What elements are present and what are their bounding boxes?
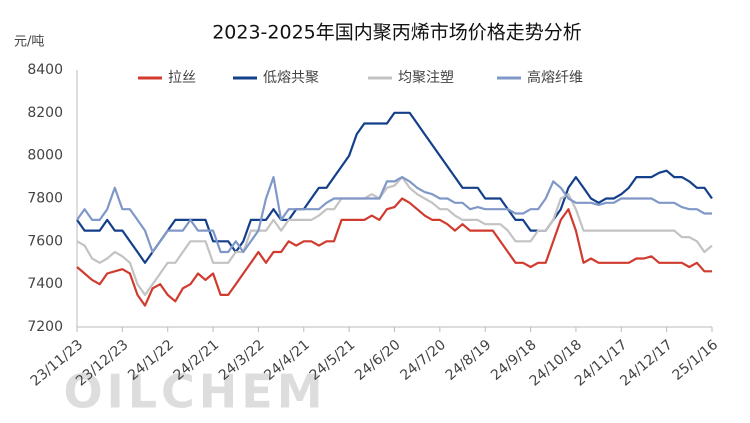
x-tick-label: 24/8/19 xyxy=(443,337,495,384)
x-tick-label: 24/5/21 xyxy=(307,337,359,384)
y-tick-label: 8400 xyxy=(27,62,63,78)
y-tick-label: 8000 xyxy=(27,148,63,164)
legend-label: 低熔共聚 xyxy=(263,70,319,86)
series-line xyxy=(76,197,712,307)
y-tick-label: 7800 xyxy=(27,191,63,207)
series-line xyxy=(76,111,713,264)
y-tick-label: 7600 xyxy=(27,233,63,249)
legend-label: 拉丝 xyxy=(168,70,196,86)
series-line xyxy=(76,176,713,296)
x-tick-label: 24/7/20 xyxy=(397,337,449,384)
series-line xyxy=(76,176,712,254)
y-unit: 元/吨 xyxy=(14,35,44,50)
watermark: OILCHEM xyxy=(64,365,327,419)
y-tick-label: 7200 xyxy=(27,319,63,335)
y-tick-label: 8200 xyxy=(27,105,63,121)
legend-label: 均聚注塑 xyxy=(398,70,454,86)
chart-title: 2023-2025年国内聚丙烯市场价格走势分析 xyxy=(212,22,582,44)
x-tick-label: 24/6/20 xyxy=(352,337,404,384)
y-tick-label: 7400 xyxy=(27,276,63,292)
x-tick-label: 25/1/16 xyxy=(670,337,722,384)
legend-label: 高熔纤维 xyxy=(527,69,583,86)
